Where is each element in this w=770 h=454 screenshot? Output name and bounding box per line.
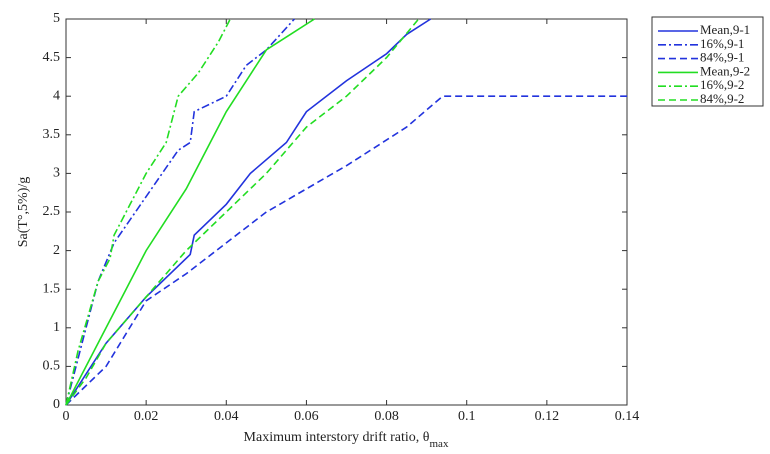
plot-frame [65,18,628,406]
y-tick-label: 0.5 [43,359,61,374]
x-tick-label: 0.12 [535,409,560,424]
legend-label: 16%,9-2 [700,77,744,92]
x-tick-label: 0.06 [294,409,319,424]
x-tick-label: 0.04 [214,409,239,424]
y-axis-label: Sa(T°,5%)/g [16,177,31,248]
data-line [65,18,295,406]
legend-box [651,16,764,107]
y-tick-label: 4 [53,88,60,103]
legend-label: 84%,9-2 [700,91,744,106]
x-tick-label: 0.02 [134,409,159,424]
legend-label: 16%,9-1 [700,36,744,51]
legend-label: 84%,9-1 [700,50,744,65]
x-tick-label: 0 [63,409,70,424]
y-tick-label: 1 [53,320,60,335]
y-tick-label: 5 [53,11,60,26]
legend: Mean,9-116%,9-184%,9-1Mean,9-216%,9-284%… [658,22,750,106]
x-axis-label-main: Maximum interstory drift ratio, θ [244,430,430,445]
x-tick-label: 0.14 [615,409,640,424]
x-axis-label-sub: max [430,438,449,450]
y-tick-label: 4.5 [43,50,61,65]
y-tick-label: 3 [53,166,60,181]
y-tick-label: 2 [53,243,60,258]
data-line [65,18,232,406]
x-tick-label: 0.08 [374,409,399,424]
data-line [65,95,627,406]
legend-label: Mean,9-1 [700,22,750,37]
y-tick-label: 0 [53,397,60,412]
legend-label: Mean,9-2 [700,63,750,78]
y-tick-label: 2.5 [43,204,61,219]
data-line [65,18,420,406]
x-axis-label: Maximum interstory drift ratio, θmax [244,430,449,449]
y-tick-label: 1.5 [43,281,61,296]
x-tick-label: 0.1 [458,409,476,424]
y-tick-label: 3.5 [43,127,61,142]
data-line [65,18,315,406]
